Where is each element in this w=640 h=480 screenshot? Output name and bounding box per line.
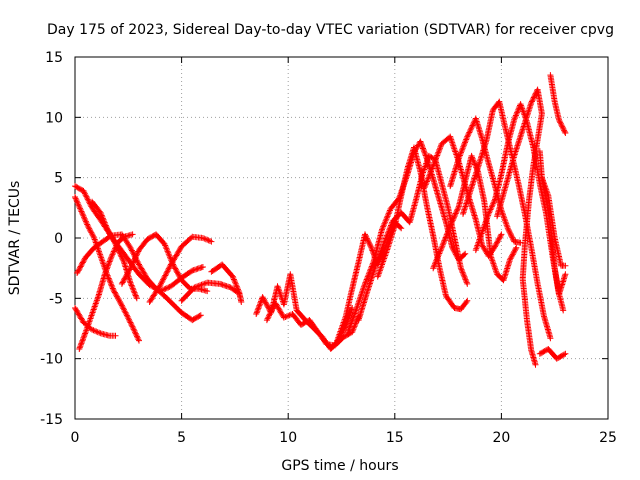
- data-series-track-v: [494, 86, 545, 368]
- data-points-track-j: [208, 261, 245, 305]
- data-series-track-r: [430, 152, 520, 284]
- data-series-track-l: [263, 300, 362, 349]
- data-points-track-z: [536, 148, 567, 314]
- data-points-track-w: [536, 346, 569, 362]
- data-points-track-f: [89, 198, 140, 302]
- data-series-track-f: [89, 198, 140, 302]
- data-series-track-w: [536, 346, 569, 362]
- data-series-track-j: [208, 261, 245, 305]
- data-points-track-r: [430, 152, 520, 284]
- data-points-track-y: [547, 72, 569, 136]
- y-tick-label: -5: [49, 291, 63, 307]
- data-series-track-c: [74, 231, 204, 324]
- y-tick-label: 0: [54, 231, 63, 247]
- data-series-track-i: [178, 279, 243, 304]
- data-series-track-h: [146, 233, 215, 305]
- x-tick-label: 0: [71, 430, 80, 446]
- data-series-track-z: [536, 148, 567, 314]
- y-axis-label: SDTVAR / TECUs: [7, 181, 23, 296]
- data-points-track-e: [76, 231, 136, 352]
- x-tick-label: 5: [177, 430, 186, 446]
- y-tick-label: 15: [45, 50, 63, 66]
- x-tick-label: 25: [599, 430, 617, 446]
- data-points-track-h: [146, 233, 215, 305]
- chart-title: Day 175 of 2023, Sidereal Day-to-day VTE…: [47, 22, 614, 38]
- data-points-track-l: [263, 300, 362, 349]
- x-tick-label: 10: [279, 430, 297, 446]
- data-series: [72, 72, 569, 368]
- data-points-track-i: [178, 279, 243, 304]
- x-axis-label: GPS time / hours: [281, 458, 398, 474]
- data-series-track-y: [547, 72, 569, 136]
- y-tick-label: 5: [54, 171, 63, 187]
- x-tick-label: 20: [492, 430, 510, 446]
- y-tick-label: 10: [45, 110, 63, 126]
- y-tick-label: -15: [40, 412, 63, 428]
- axis-ticks: 0 5 10 15 20 25 -15 -10 -5 0 5 10 15: [40, 50, 617, 446]
- data-points-track-v: [494, 86, 545, 368]
- x-tick-label: 15: [386, 430, 404, 446]
- data-series-track-e: [76, 231, 136, 352]
- data-points-track-c: [74, 231, 204, 324]
- y-tick-label: -10: [40, 352, 63, 368]
